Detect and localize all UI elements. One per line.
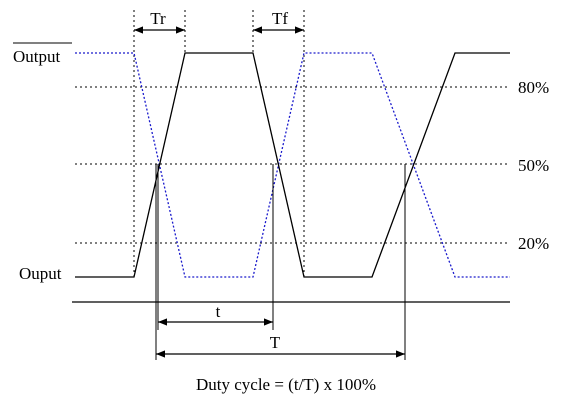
t-label: t: [216, 302, 221, 321]
tf-label: Tf: [272, 9, 288, 28]
ouput-label: Ouput: [19, 264, 62, 283]
output-bar-label: Output: [13, 47, 61, 66]
percent-80-label: 80%: [518, 78, 549, 97]
percent-20-label: 20%: [518, 234, 549, 253]
duty-cycle-formula: Duty cycle = (t/T) x 100%: [196, 375, 376, 394]
T-label: T: [270, 333, 281, 352]
tr-label: Tr: [150, 9, 166, 28]
output-waveform: [75, 52, 510, 278]
output-bar-waveform: [75, 52, 510, 278]
percent-50-label: 50%: [518, 156, 549, 175]
